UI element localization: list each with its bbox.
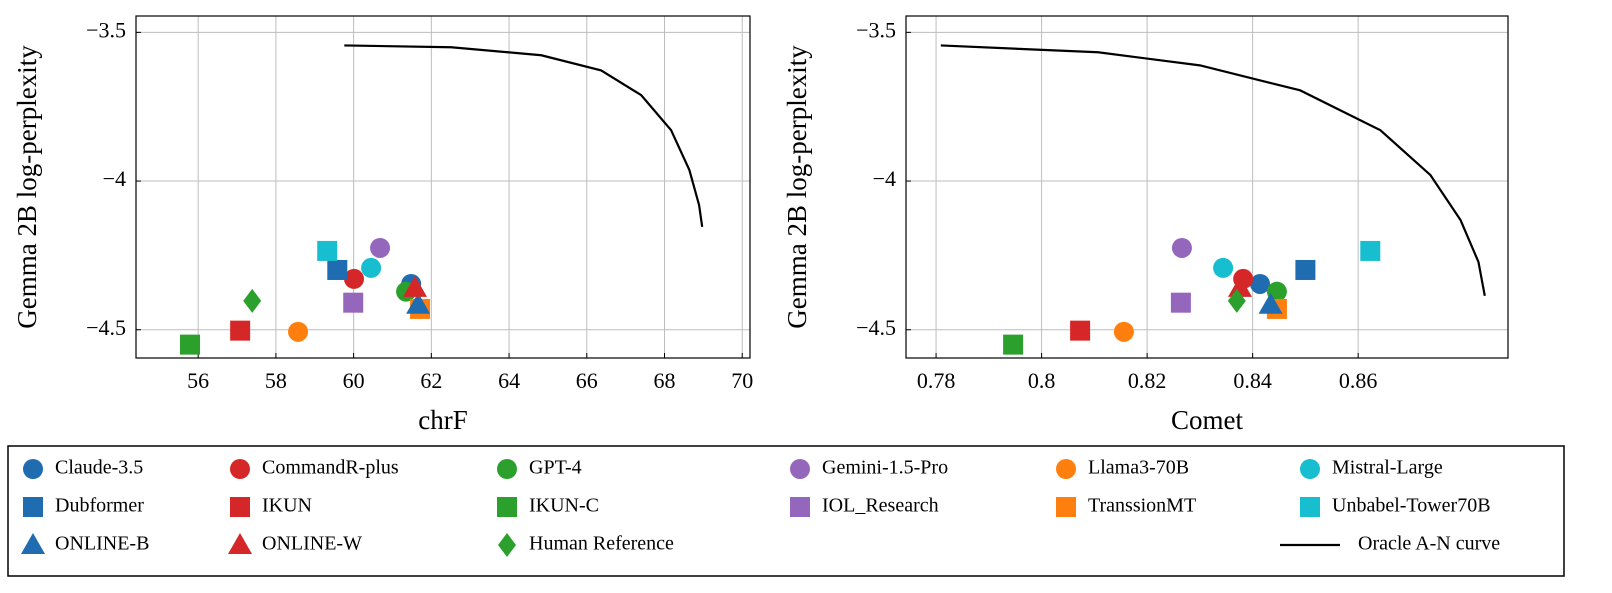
y-tick-label: −4.5 <box>86 315 126 340</box>
x-tick-label: 0.82 <box>1128 368 1167 393</box>
legend-marker <box>790 459 810 479</box>
point <box>344 268 365 289</box>
point <box>406 292 431 314</box>
point <box>370 237 391 258</box>
point <box>180 334 201 355</box>
y-tick-label: −3.5 <box>856 17 896 42</box>
point <box>1227 288 1246 313</box>
legend-label: ONLINE-W <box>262 533 362 555</box>
legend-label: GPT-4 <box>529 457 582 479</box>
plot-frame <box>135 15 751 359</box>
point <box>1295 259 1316 280</box>
legend-marker <box>23 497 43 517</box>
point <box>403 275 428 297</box>
legend-marker <box>1300 497 1320 517</box>
oracle-curve <box>940 44 1486 297</box>
y-tick-label: −4 <box>103 166 126 191</box>
point <box>1258 292 1283 314</box>
legend-label: Human Reference <box>529 533 674 555</box>
point <box>1360 240 1381 261</box>
legend-marker <box>497 459 517 479</box>
legend-marker <box>498 533 516 557</box>
x-tick-label: 0.86 <box>1339 368 1378 393</box>
y-tick-label: −3.5 <box>86 17 126 42</box>
x-tick-label: 62 <box>420 368 442 393</box>
point <box>1227 275 1252 297</box>
point <box>243 288 262 313</box>
point <box>1113 321 1134 342</box>
point <box>1003 334 1024 355</box>
x-axis-title: Comet <box>1171 405 1243 435</box>
x-tick-label: 60 <box>343 368 365 393</box>
point <box>288 321 309 342</box>
legend-box <box>7 445 1565 577</box>
y-tick-label: −4 <box>873 166 896 191</box>
legend-marker <box>21 533 45 554</box>
legend-marker <box>790 497 810 517</box>
point <box>327 259 348 280</box>
point <box>317 240 338 261</box>
legend-marker <box>228 533 252 554</box>
point <box>343 292 364 313</box>
legend-label: Unbabel-Tower70B <box>1332 495 1491 517</box>
legend-label: TranssionMT <box>1088 495 1196 517</box>
legend-marker <box>230 459 250 479</box>
legend-marker <box>23 459 43 479</box>
x-tick-label: 0.8 <box>1028 368 1056 393</box>
x-tick-label: 64 <box>498 368 520 393</box>
legend-label: ONLINE-B <box>55 533 149 555</box>
legend-label: IKUN <box>262 495 312 517</box>
point <box>361 257 382 278</box>
point <box>1250 273 1271 294</box>
point <box>1171 237 1192 258</box>
legend-marker <box>497 497 517 517</box>
x-tick-label: 56 <box>187 368 209 393</box>
x-tick-label: 0.84 <box>1233 368 1272 393</box>
legend-label: Dubformer <box>55 495 144 517</box>
y-axis-title: Gemma 2B log-perplexity <box>782 45 812 329</box>
x-tick-label: 0.78 <box>917 368 956 393</box>
point <box>1170 292 1191 313</box>
y-axis-title: Gemma 2B log-perplexity <box>12 45 42 329</box>
legend-label: Claude-3.5 <box>55 457 143 479</box>
legend-label: Gemini-1.5-Pro <box>822 457 948 479</box>
x-tick-label: 68 <box>654 368 676 393</box>
legend-marker <box>1300 459 1320 479</box>
y-tick-label: −4.5 <box>856 315 896 340</box>
legend-label: IOL_Research <box>822 495 939 517</box>
legend-marker <box>230 497 250 517</box>
plot-frame <box>905 15 1509 359</box>
oracle-curve <box>344 44 704 228</box>
point <box>1213 257 1234 278</box>
legend-label: Mistral-Large <box>1332 457 1443 479</box>
legend-label: CommandR-plus <box>262 457 399 479</box>
legend-label: Oracle A-N curve <box>1358 533 1500 555</box>
x-tick-label: 70 <box>731 368 753 393</box>
point <box>230 320 251 341</box>
x-tick-label: 66 <box>576 368 598 393</box>
x-tick-label: 58 <box>265 368 287 393</box>
legend-label: IKUN-C <box>529 495 599 517</box>
legend-marker <box>1056 459 1076 479</box>
point <box>1070 320 1091 341</box>
x-axis-title: chrF <box>418 405 468 435</box>
legend-marker <box>1056 497 1076 517</box>
legend-label: Llama3-70B <box>1088 457 1189 479</box>
